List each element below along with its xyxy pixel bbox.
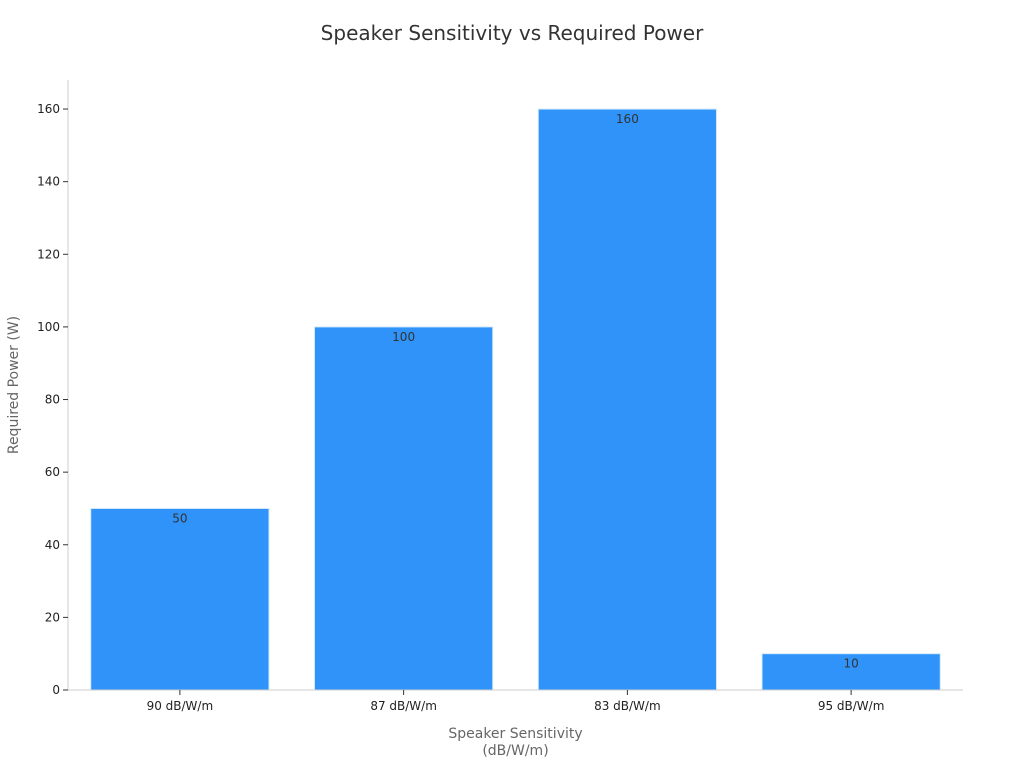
x-tick-label-3: 95 dB/W/m: [818, 699, 885, 713]
data-label-2: 160: [616, 112, 639, 126]
y-tick-label-1: 20: [45, 610, 60, 624]
x-axis-ticks: 90 dB/W/m 87 dB/W/m 83 dB/W/m 95 dB/W/m: [147, 690, 885, 713]
x-axis-label-line-0: Speaker Sensitivity: [448, 726, 582, 742]
y-tick-label-6: 120: [37, 247, 60, 261]
x-axis-label: Speaker Sensitivity (dB/W/m): [448, 726, 582, 759]
data-labels-group: 50 100 160 10: [172, 112, 859, 671]
chart-title: Speaker Sensitivity vs Required Power: [321, 21, 704, 45]
bar-0: [90, 507, 270, 691]
data-label-3: 10: [843, 657, 858, 671]
y-tick-label-7: 140: [37, 175, 60, 189]
data-label-1: 100: [392, 330, 415, 344]
bar-2: [537, 108, 717, 691]
y-tick-label-5: 100: [37, 320, 60, 334]
bar-1: [314, 326, 494, 691]
y-tick-label-2: 40: [45, 538, 60, 552]
x-tick-label-0: 90 dB/W/m: [147, 699, 214, 713]
y-tick-label-4: 80: [45, 393, 60, 407]
y-tick-label-3: 60: [45, 465, 60, 479]
x-axis-label-line-1: (dB/W/m): [482, 743, 548, 759]
x-tick-label-2: 83 dB/W/m: [594, 699, 661, 713]
data-label-0: 50: [172, 511, 187, 525]
y-tick-label-8: 160: [37, 102, 60, 116]
x-tick-label-1: 87 dB/W/m: [370, 699, 437, 713]
y-axis-ticks: 0 20 40 60 80 100 120 140 160: [37, 102, 68, 697]
y-axis-label: Required Power (W): [6, 316, 22, 454]
bar-3: [761, 653, 941, 691]
bars-group: [90, 108, 941, 691]
y-tick-label-0: 0: [52, 683, 60, 697]
